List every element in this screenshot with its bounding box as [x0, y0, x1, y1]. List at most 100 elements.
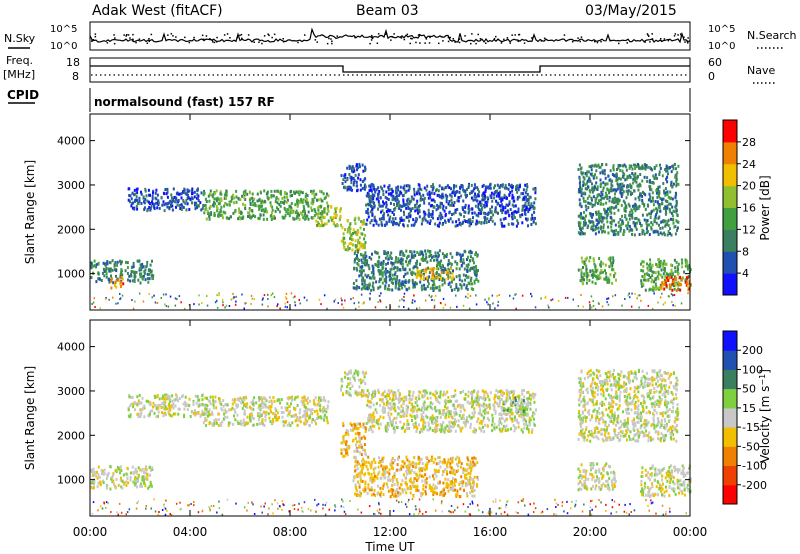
data-cell: [258, 415, 261, 419]
data-cell: [649, 185, 652, 189]
data-cell: [167, 305, 170, 308]
data-cell: [599, 202, 602, 206]
data-cell: [112, 482, 115, 486]
data-cell: [673, 162, 676, 166]
data-cell: [664, 212, 667, 216]
data-cell: [581, 260, 584, 264]
data-cell: [482, 195, 485, 199]
noise-search-point: [509, 42, 511, 44]
data-cell: [452, 189, 455, 193]
data-cell: [352, 232, 354, 235]
data-cell: [612, 233, 615, 237]
data-cell: [315, 192, 318, 196]
data-cell: [322, 398, 325, 402]
data-cell: [441, 409, 444, 413]
data-cell: [591, 269, 594, 273]
data-cell: [612, 188, 615, 192]
data-cell: [578, 232, 581, 236]
data-cell: [135, 479, 138, 483]
data-cell: [367, 274, 370, 277]
data-cell: [519, 215, 522, 219]
data-cell: [521, 192, 524, 196]
data-cell: [476, 221, 479, 225]
data-cell: [249, 405, 251, 409]
data-cell: [228, 217, 231, 221]
data-cell: [606, 297, 608, 300]
data-cell: [321, 210, 324, 214]
data-cell: [413, 294, 415, 297]
data-cell: [209, 395, 212, 399]
data-cell: [270, 399, 273, 403]
data-cell: [592, 257, 595, 261]
data-cell: [641, 194, 644, 198]
data-cell: [444, 219, 446, 223]
data-cell: [326, 201, 329, 205]
noise-search-point: [132, 40, 134, 42]
noise-search-point: [518, 33, 521, 36]
data-cell: [409, 207, 412, 211]
data-cell: [662, 265, 665, 269]
data-cell: [374, 250, 377, 254]
data-cell: [391, 288, 394, 292]
data-cell: [689, 283, 692, 287]
data-cell: [658, 215, 661, 219]
data-cell: [604, 176, 607, 180]
data-cell: [366, 210, 369, 214]
data-cell: [579, 279, 582, 283]
data-cell: [407, 184, 409, 188]
data-cell: [390, 187, 393, 191]
data-cell: [645, 221, 648, 225]
data-cell: [684, 280, 687, 284]
data-cell: [646, 224, 649, 228]
data-cell: [590, 273, 593, 277]
data-cell: [674, 304, 676, 307]
data-cell: [368, 282, 371, 286]
data-cell: [450, 425, 453, 429]
data-cell: [359, 226, 362, 230]
data-cell: [360, 392, 362, 396]
noise-search-point: [384, 33, 387, 35]
data-cell: [126, 476, 129, 480]
data-cell: [233, 414, 235, 418]
data-cell: [626, 192, 629, 196]
data-cell: [162, 400, 165, 404]
data-cell: [143, 404, 146, 408]
data-cell: [688, 263, 691, 267]
data-cell: [391, 210, 394, 214]
data-cell: [327, 219, 330, 223]
data-cell: [611, 184, 614, 188]
data-cell: [244, 302, 246, 305]
data-cell: [578, 181, 581, 185]
noise-search-point: [127, 34, 130, 36]
data-cell: [530, 223, 533, 226]
data-cell: [455, 267, 458, 271]
data-cell: [105, 486, 108, 490]
data-cell: [143, 200, 145, 204]
data-cell: [296, 416, 299, 419]
data-cell: [410, 209, 412, 213]
data-cell: [615, 278, 617, 282]
data-cell: [286, 301, 289, 304]
data-cell: [677, 283, 680, 287]
data-cell: [414, 203, 417, 207]
data-cell: [148, 277, 151, 281]
noise-search-point: [438, 42, 440, 45]
data-cell: [147, 414, 150, 417]
data-cell: [316, 412, 319, 416]
data-cell: [114, 261, 117, 265]
data-cell: [666, 223, 669, 226]
data-cell: [370, 194, 372, 198]
data-cell: [162, 405, 165, 409]
data-cell: [306, 411, 308, 415]
data-cell: [284, 305, 287, 308]
data-cell: [270, 189, 273, 193]
data-cell: [215, 406, 218, 410]
data-cell: [655, 213, 658, 217]
data-cell: [584, 187, 587, 191]
data-cell: [475, 251, 477, 255]
data-cell: [586, 181, 588, 185]
data-cell: [666, 175, 669, 179]
data-cell: [326, 406, 329, 410]
data-cell: [567, 296, 569, 299]
data-cell: [381, 271, 384, 275]
